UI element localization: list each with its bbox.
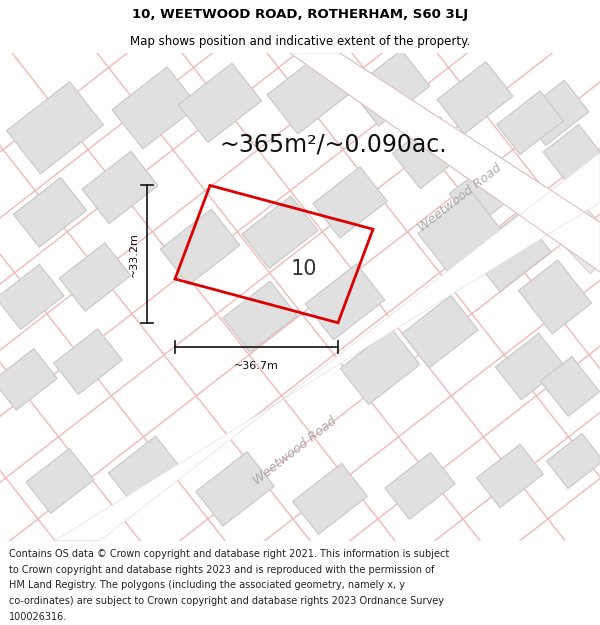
Polygon shape bbox=[497, 91, 563, 154]
Polygon shape bbox=[437, 62, 513, 134]
Text: ~36.7m: ~36.7m bbox=[234, 361, 279, 371]
Text: Contains OS data © Crown copyright and database right 2021. This information is : Contains OS data © Crown copyright and d… bbox=[9, 549, 449, 559]
Polygon shape bbox=[305, 264, 385, 340]
Polygon shape bbox=[242, 196, 318, 269]
Polygon shape bbox=[112, 67, 198, 149]
Polygon shape bbox=[267, 52, 353, 134]
Polygon shape bbox=[541, 356, 599, 416]
Polygon shape bbox=[0, 349, 57, 410]
Text: co-ordinates) are subject to Crown copyright and database rights 2023 Ordnance S: co-ordinates) are subject to Crown copyr… bbox=[9, 596, 444, 606]
Text: 10, WEETWOOD ROAD, ROTHERHAM, S60 3LJ: 10, WEETWOOD ROAD, ROTHERHAM, S60 3LJ bbox=[132, 8, 468, 21]
Polygon shape bbox=[55, 152, 600, 541]
Polygon shape bbox=[293, 463, 367, 534]
Text: Weetwood Road: Weetwood Road bbox=[251, 414, 339, 488]
Polygon shape bbox=[418, 192, 502, 272]
Polygon shape bbox=[539, 191, 600, 274]
Polygon shape bbox=[385, 452, 455, 519]
Polygon shape bbox=[313, 167, 387, 238]
Text: to Crown copyright and database rights 2023 and is reproduced with the permissio: to Crown copyright and database rights 2… bbox=[9, 564, 434, 574]
Text: ~365m²/~0.090ac.: ~365m²/~0.090ac. bbox=[220, 132, 448, 157]
Polygon shape bbox=[223, 281, 297, 352]
Polygon shape bbox=[26, 448, 94, 514]
Polygon shape bbox=[59, 242, 131, 311]
Text: Weetwood Road: Weetwood Road bbox=[416, 161, 504, 234]
Polygon shape bbox=[178, 63, 262, 142]
Polygon shape bbox=[543, 124, 600, 201]
Polygon shape bbox=[402, 296, 478, 368]
Polygon shape bbox=[496, 333, 565, 400]
Polygon shape bbox=[7, 82, 103, 174]
Polygon shape bbox=[521, 80, 589, 146]
Polygon shape bbox=[160, 209, 240, 285]
Polygon shape bbox=[196, 452, 274, 526]
Polygon shape bbox=[53, 329, 122, 394]
Text: Map shows position and indicative extent of the property.: Map shows position and indicative extent… bbox=[130, 35, 470, 48]
Polygon shape bbox=[469, 213, 551, 292]
Text: 100026316.: 100026316. bbox=[9, 611, 67, 621]
Text: HM Land Registry. The polygons (including the associated geometry, namely x, y: HM Land Registry. The polygons (includin… bbox=[9, 580, 405, 590]
Text: 10: 10 bbox=[291, 259, 317, 279]
Polygon shape bbox=[392, 117, 467, 189]
Polygon shape bbox=[350, 50, 430, 126]
Polygon shape bbox=[290, 53, 600, 272]
Polygon shape bbox=[518, 260, 592, 334]
Text: ~33.2m: ~33.2m bbox=[129, 232, 139, 276]
Polygon shape bbox=[547, 434, 600, 489]
Polygon shape bbox=[82, 151, 158, 224]
Polygon shape bbox=[109, 436, 182, 506]
Polygon shape bbox=[340, 329, 420, 404]
Polygon shape bbox=[0, 264, 64, 329]
Polygon shape bbox=[13, 177, 86, 247]
Polygon shape bbox=[449, 158, 521, 227]
Polygon shape bbox=[476, 444, 544, 508]
